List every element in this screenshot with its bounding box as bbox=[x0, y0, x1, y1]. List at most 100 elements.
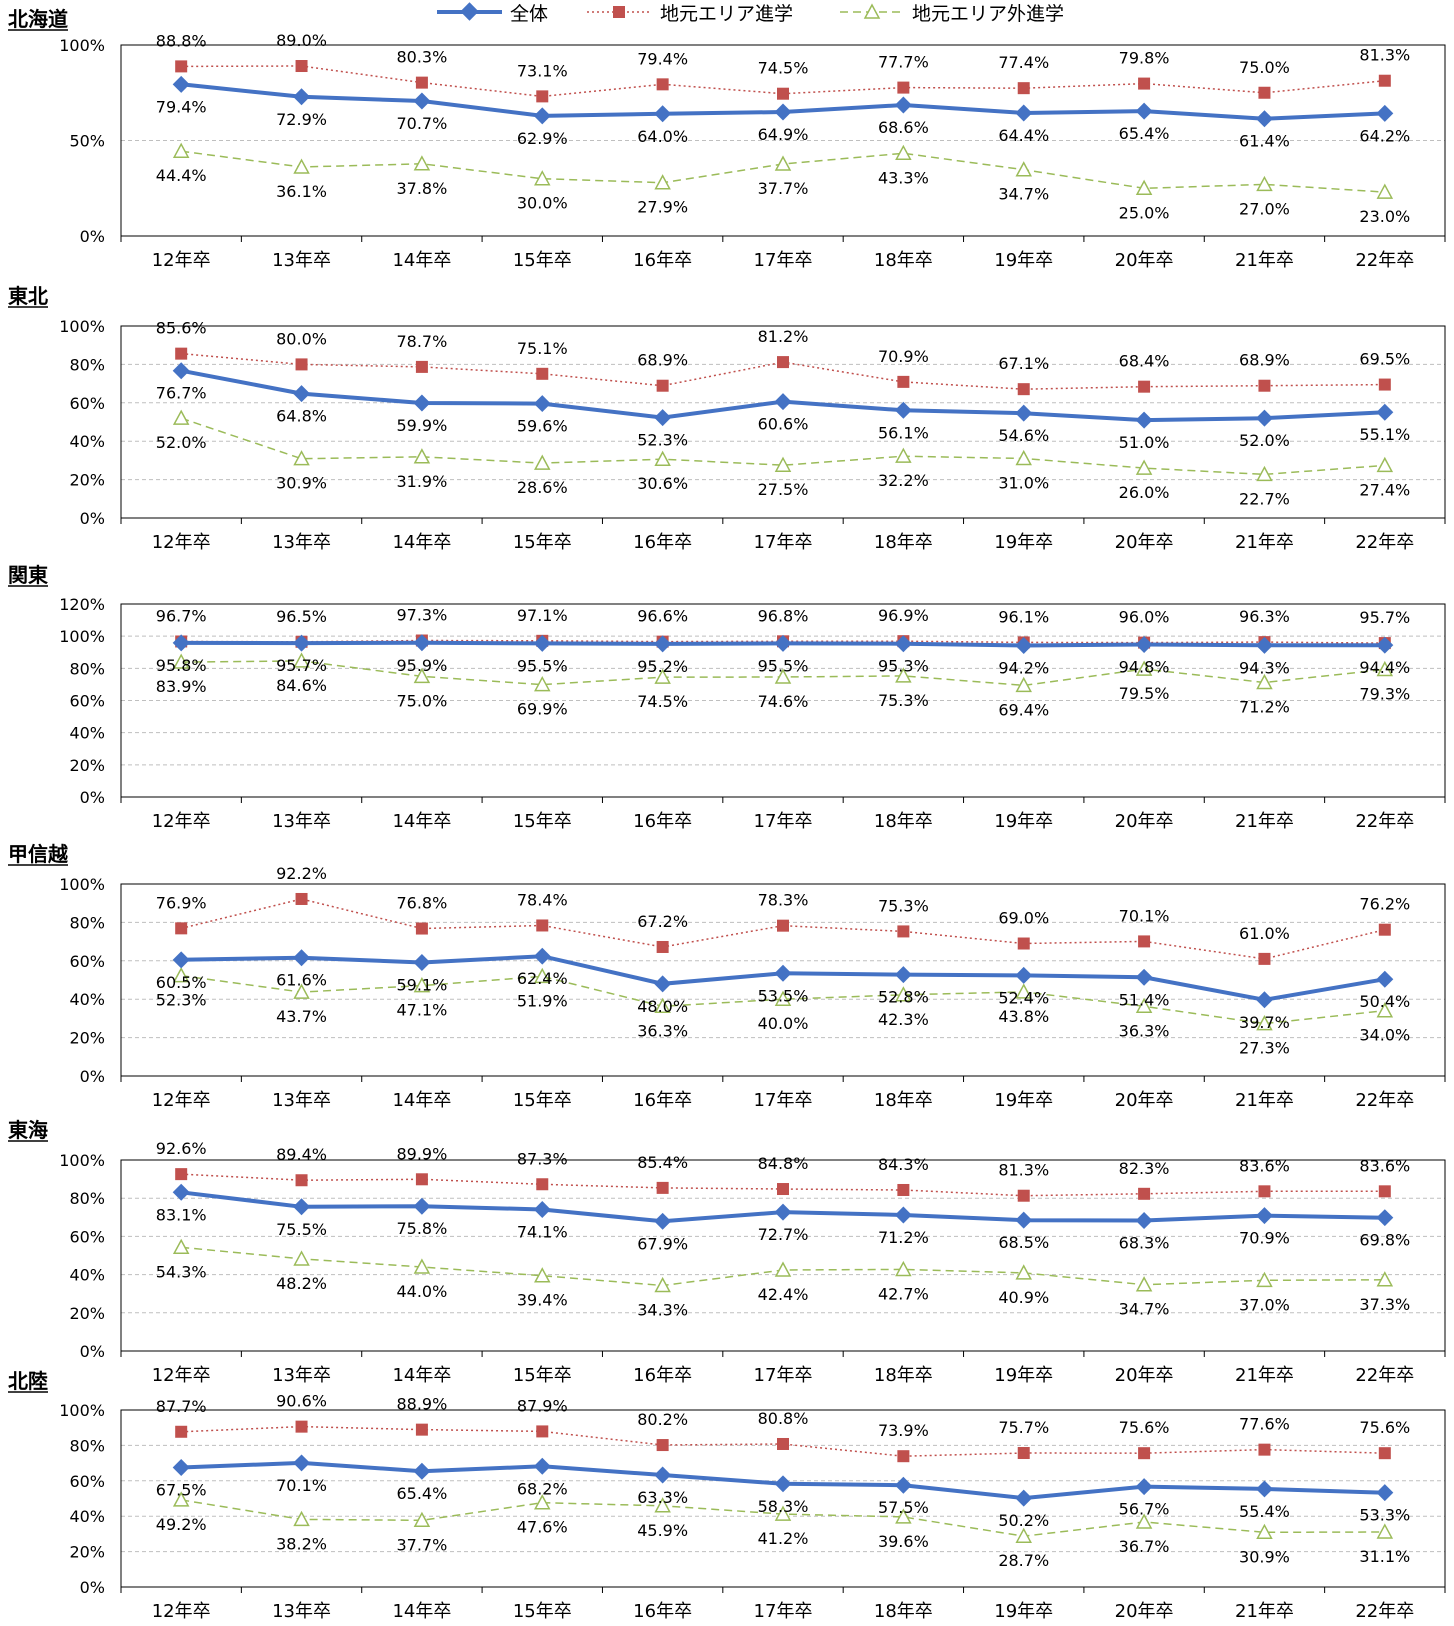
data-point-total bbox=[1015, 104, 1033, 122]
data-label-outside: 36.7% bbox=[1119, 1537, 1170, 1556]
data-label-total: 95.2% bbox=[637, 657, 688, 676]
data-point-total bbox=[774, 1475, 792, 1493]
data-point-outside bbox=[774, 1261, 792, 1277]
data-label-outside: 84.6% bbox=[276, 676, 327, 695]
data-label-outside: 79.3% bbox=[1359, 684, 1410, 703]
data-label-local: 67.2% bbox=[637, 912, 688, 931]
x-tick-label: 13年卒 bbox=[272, 1365, 331, 1386]
data-label-outside: 23.0% bbox=[1359, 207, 1410, 226]
data-point-total bbox=[172, 1459, 190, 1477]
data-point-outside bbox=[774, 1505, 792, 1521]
data-label-local: 90.6% bbox=[276, 1392, 327, 1411]
data-label-total: 64.4% bbox=[998, 126, 1049, 145]
data-point-local bbox=[175, 922, 188, 935]
data-point-outside bbox=[1015, 449, 1032, 466]
chart-panel: 北海道 0% 50% 100% 12年卒 13年卒 14年卒 15年卒 16年卒 17年卒 18年卒… bbox=[8, 7, 1446, 271]
data-point-outside bbox=[654, 668, 671, 684]
data-point-total bbox=[654, 975, 672, 993]
data-label-outside: 22.7% bbox=[1239, 489, 1290, 508]
data-label-outside: 49.2% bbox=[156, 1515, 207, 1534]
x-tick-label: 21年卒 bbox=[1235, 1601, 1294, 1622]
data-label-local: 80.3% bbox=[396, 48, 447, 67]
data-label-total: 64.8% bbox=[276, 407, 327, 426]
x-tick-label: 22年卒 bbox=[1355, 1365, 1414, 1386]
data-label-local: 75.7% bbox=[998, 1418, 1049, 1437]
data-label-local: 96.9% bbox=[878, 606, 929, 625]
x-tick-label: 14年卒 bbox=[392, 1365, 451, 1386]
x-tick-label: 19年卒 bbox=[994, 1090, 1053, 1111]
x-tick-label: 17年卒 bbox=[754, 1090, 813, 1111]
y-tick-label: 80% bbox=[69, 913, 105, 932]
x-tick-label: 14年卒 bbox=[392, 532, 451, 553]
data-point-local bbox=[897, 375, 910, 388]
x-tick-label: 17年卒 bbox=[754, 1601, 813, 1622]
data-label-total: 70.7% bbox=[396, 114, 447, 133]
data-label-local: 95.7% bbox=[1359, 608, 1410, 627]
data-point-outside bbox=[1015, 161, 1032, 177]
x-tick-label: 21年卒 bbox=[1235, 811, 1294, 832]
data-label-total: 55.1% bbox=[1359, 425, 1410, 444]
data-label-outside: 30.9% bbox=[1239, 1547, 1290, 1566]
data-label-local: 74.5% bbox=[758, 59, 809, 78]
data-point-total bbox=[413, 1197, 431, 1215]
y-tick-label: 60% bbox=[69, 1227, 105, 1246]
data-point-outside bbox=[1376, 1271, 1394, 1287]
y-tick-label: 20% bbox=[69, 1304, 105, 1323]
data-label-outside: 27.5% bbox=[758, 480, 809, 499]
data-label-outside: 36.3% bbox=[1119, 1021, 1170, 1040]
x-tick-label: 17年卒 bbox=[754, 532, 813, 553]
data-label-outside: 74.6% bbox=[758, 692, 809, 711]
data-label-total: 70.9% bbox=[1239, 1229, 1290, 1248]
x-tick-label: 12年卒 bbox=[152, 811, 211, 832]
data-label-local: 97.3% bbox=[396, 606, 447, 625]
data-point-total bbox=[1255, 636, 1273, 654]
data-label-local: 76.2% bbox=[1359, 895, 1410, 914]
data-point-local bbox=[777, 1183, 789, 1196]
data-label-outside: 28.7% bbox=[998, 1551, 1049, 1570]
y-tick-label: 60% bbox=[69, 394, 105, 413]
data-point-local bbox=[175, 60, 188, 73]
data-point-total bbox=[1376, 403, 1394, 421]
x-tick-label: 14年卒 bbox=[392, 1601, 451, 1622]
data-point-local bbox=[1017, 82, 1030, 95]
x-tick-label: 20年卒 bbox=[1115, 811, 1174, 832]
data-point-total bbox=[1135, 968, 1153, 986]
data-label-local: 92.2% bbox=[276, 864, 327, 883]
data-point-total bbox=[293, 88, 311, 106]
legend-outside-label: 地元エリア外進学 bbox=[912, 3, 1064, 25]
data-point-local bbox=[1378, 378, 1391, 391]
x-tick-label: 19年卒 bbox=[994, 532, 1053, 553]
data-label-total: 74.1% bbox=[517, 1222, 568, 1241]
x-tick-label: 18年卒 bbox=[874, 1090, 933, 1111]
data-label-total: 54.6% bbox=[998, 426, 1049, 445]
data-point-outside bbox=[1135, 179, 1153, 195]
data-label-local: 96.7% bbox=[156, 606, 207, 625]
data-label-local: 79.8% bbox=[1119, 49, 1170, 68]
data-point-local bbox=[656, 379, 669, 392]
x-tick-label: 16年卒 bbox=[633, 532, 692, 553]
data-label-total: 61.6% bbox=[276, 971, 327, 990]
y-tick-label: 100% bbox=[59, 875, 105, 894]
data-point-local bbox=[536, 90, 549, 103]
data-point-total bbox=[533, 1457, 551, 1475]
data-point-total bbox=[533, 947, 551, 965]
data-point-local bbox=[415, 360, 428, 373]
data-label-local: 76.8% bbox=[396, 894, 447, 913]
x-tick-label: 12年卒 bbox=[152, 250, 211, 271]
data-label-total: 67.5% bbox=[156, 1481, 207, 1500]
data-label-local: 96.1% bbox=[998, 607, 1049, 626]
data-label-total: 64.2% bbox=[1359, 126, 1410, 145]
data-label-local: 82.3% bbox=[1119, 1159, 1170, 1178]
x-tick-label: 12年卒 bbox=[152, 1601, 211, 1622]
data-point-outside bbox=[774, 668, 792, 684]
data-point-outside bbox=[1376, 456, 1394, 473]
data-point-total bbox=[654, 1466, 672, 1484]
data-label-outside: 42.7% bbox=[878, 1284, 929, 1303]
data-point-outside bbox=[413, 448, 431, 464]
data-label-total: 94.3% bbox=[1239, 658, 1290, 677]
data-label-total: 72.7% bbox=[758, 1225, 809, 1244]
data-label-local: 96.6% bbox=[637, 607, 688, 626]
data-point-local bbox=[295, 60, 308, 73]
data-label-outside: 28.6% bbox=[517, 478, 568, 497]
y-tick-label: 80% bbox=[69, 355, 105, 374]
